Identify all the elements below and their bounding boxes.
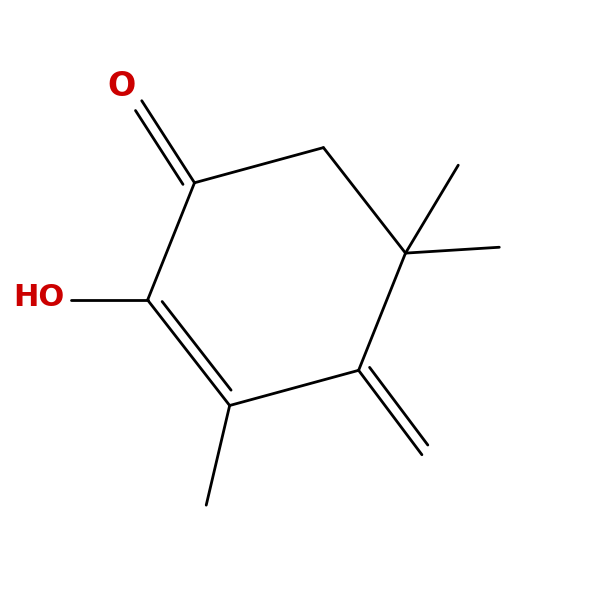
Text: O: O	[107, 70, 136, 103]
Text: HO: HO	[14, 283, 65, 311]
